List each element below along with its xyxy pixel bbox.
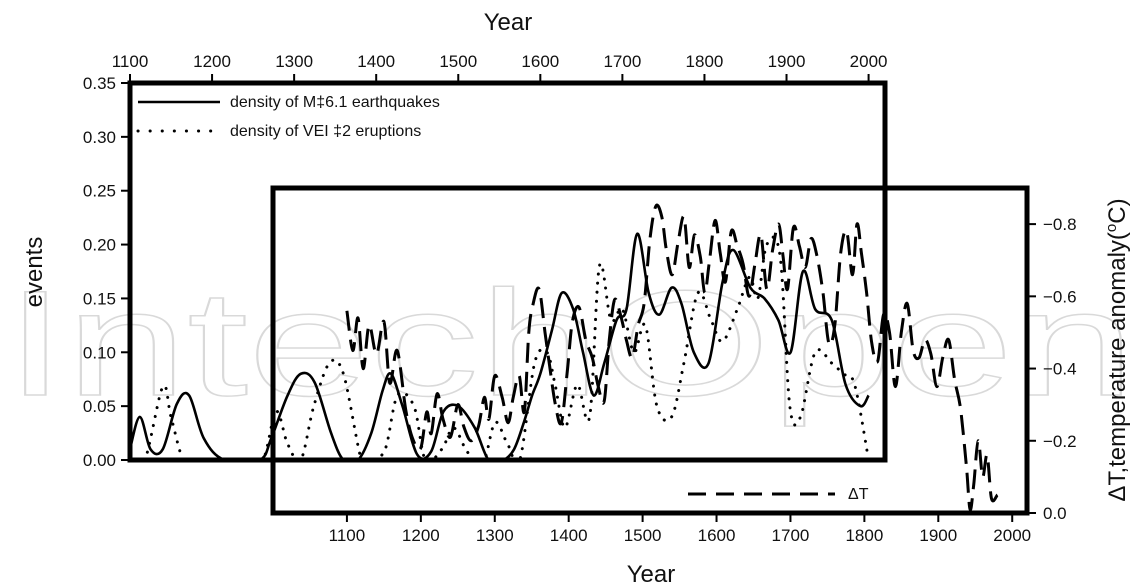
- top-axis-tick-label-2: 1300: [275, 52, 313, 71]
- left-axis-tick-label-6: 0.30: [83, 128, 116, 147]
- left-axis-tick-label-4: 0.20: [83, 236, 116, 255]
- series-line-earthquake-density: [130, 232, 870, 460]
- left-axis-tick-label-5: 0.25: [83, 182, 116, 201]
- left-axis: 0.00 0.05 0.10 0.15 0.20 0.25 0.30 0.35: [83, 74, 130, 470]
- top-axis-tick-label-6: 1700: [603, 52, 641, 71]
- bottom-axis-tick-label-3: 1400: [550, 526, 588, 545]
- top-axis-tick-label-9: 2000: [850, 52, 888, 71]
- bottom-axis-tick-label-8: 1900: [919, 526, 957, 545]
- series-line-temperature-anomaly: [345, 203, 999, 512]
- bottom-axis: 1100 1200 1300 1400 1500 1600 1700 1800 1900 2000: [329, 513, 1031, 545]
- top-axis-tick-label-7: 1800: [686, 52, 724, 71]
- bottom-axis-tick-label-9: 2000: [993, 526, 1031, 545]
- bottom-axis-tick-label-0: 1100: [329, 526, 366, 545]
- bottom-axis-tick-label-5: 1600: [698, 526, 736, 545]
- legend-bottom: ΔT: [688, 486, 869, 503]
- right-axis-tick-label-4: −0.8: [1043, 215, 1077, 234]
- right-axis-title-sup: o: [1103, 224, 1120, 232]
- legend-label-delta-t: ΔT: [848, 486, 869, 503]
- left-axis-tick-label-1: 0.05: [83, 397, 116, 416]
- right-axis-title: ΔT,temperature anomaly(oC): [1103, 198, 1131, 501]
- right-axis-title-suffix: C): [1104, 198, 1131, 223]
- bottom-axis-title: Year: [627, 561, 676, 586]
- right-axis-tick-label-0: 0.0: [1043, 504, 1067, 523]
- top-axis-title: Year: [484, 9, 533, 36]
- bottom-plot-frame: [270, 185, 1030, 516]
- top-axis-tick-label-4: 1500: [439, 52, 477, 71]
- right-axis-title-prefix: ΔT,temperature anomaly(: [1104, 232, 1131, 501]
- right-axis-tick-label-3: −0.6: [1043, 287, 1077, 306]
- bottom-axis-tick-label-2: 1300: [476, 526, 514, 545]
- series-layer: [130, 203, 999, 512]
- bottom-axis-tick-label-4: 1500: [624, 526, 662, 545]
- series-line-eruption-density: [130, 235, 871, 460]
- bottom-axis-tick-label-7: 1800: [845, 526, 883, 545]
- top-axis-tick-label-1: 1200: [193, 52, 231, 71]
- top-plot-frame: [127, 80, 888, 463]
- right-axis: 0.0 −0.2 −0.4 −0.6 −0.8: [1027, 215, 1077, 523]
- top-axis-tick-label-5: 1600: [521, 52, 559, 71]
- legend-top: density of M‡6.1 earthquakes density of …: [136, 94, 440, 140]
- top-axis-tick-label-8: 1900: [768, 52, 806, 71]
- bottom-axis-tick-label-1: 1200: [402, 526, 440, 545]
- left-axis-tick-label-3: 0.15: [83, 289, 116, 308]
- right-axis-tick-label-2: −0.4: [1043, 360, 1077, 379]
- top-axis-tick-label-3: 1400: [357, 52, 395, 71]
- top-axis: 1100 1200 1300 1400 1500 1600 1700 1800 1900 2000: [112, 52, 888, 83]
- bottom-axis-tick-label-6: 1700: [772, 526, 810, 545]
- legend-label-earthquakes: density of M‡6.1 earthquakes: [230, 94, 440, 111]
- legend-label-eruptions: density of VEI ‡2 eruptions: [230, 123, 421, 140]
- left-axis-tick-label-2: 0.10: [83, 343, 116, 362]
- left-axis-tick-label-0: 0.00: [83, 451, 116, 470]
- left-axis-title: events: [21, 237, 48, 308]
- left-axis-tick-label-7: 0.35: [83, 74, 116, 93]
- top-axis-tick-label-0: 1100: [112, 52, 149, 71]
- right-axis-tick-label-1: −0.2: [1043, 432, 1077, 451]
